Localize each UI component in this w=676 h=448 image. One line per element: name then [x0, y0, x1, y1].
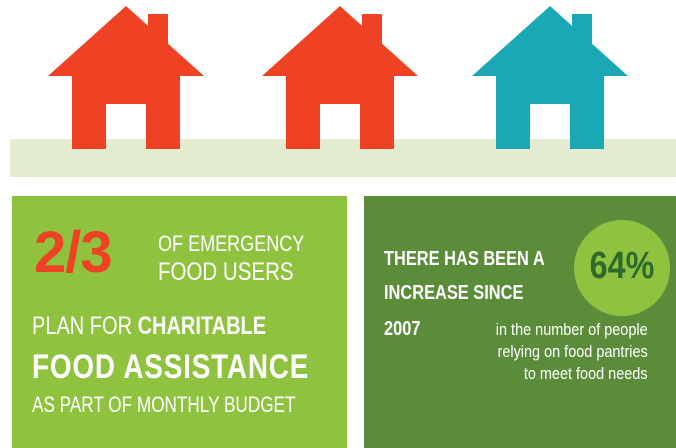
house-icon: [48, 6, 204, 149]
food-pantry-increase-panel: THERE HAS BEEN A INCREASE SINCE 2007 64%…: [364, 196, 676, 448]
house-icon-teal: [472, 6, 628, 149]
left-line-5: AS PART OF MONTHLY BUDGET: [32, 392, 296, 417]
ground-strip: [10, 139, 676, 177]
left-line-3-regular: PLAN FOR: [32, 312, 138, 340]
percent-value: 64%: [589, 245, 655, 287]
left-line-3-bold: CHARITABLE: [137, 312, 267, 340]
house-icon: [262, 6, 418, 149]
left-line-3: PLAN FOR CHARITABLE: [32, 312, 266, 340]
fraction-stat: 2/3: [34, 220, 113, 285]
right-line-1: THERE HAS BEEN A: [384, 248, 545, 270]
house-icon-red-2: [262, 6, 418, 149]
right-line-2: INCREASE SINCE: [384, 282, 524, 304]
left-line-4: FOOD ASSISTANCE: [32, 348, 310, 386]
year-label: 2007: [384, 318, 421, 340]
detail-line-1: in the number of people: [496, 320, 648, 339]
house-icon: [472, 6, 628, 149]
house-icon-red-1: [48, 6, 204, 149]
percent-badge: 64%: [574, 220, 670, 316]
detail-line-2: relying on food pantries: [497, 342, 648, 361]
detail-line-3: to meet food needs: [524, 364, 648, 383]
emergency-food-users-panel: 2/3 OF EMERGENCY FOOD USERS PLAN FOR CHA…: [12, 196, 347, 448]
left-line-1: OF EMERGENCY: [158, 231, 305, 256]
left-line-2: FOOD USERS: [158, 258, 294, 286]
